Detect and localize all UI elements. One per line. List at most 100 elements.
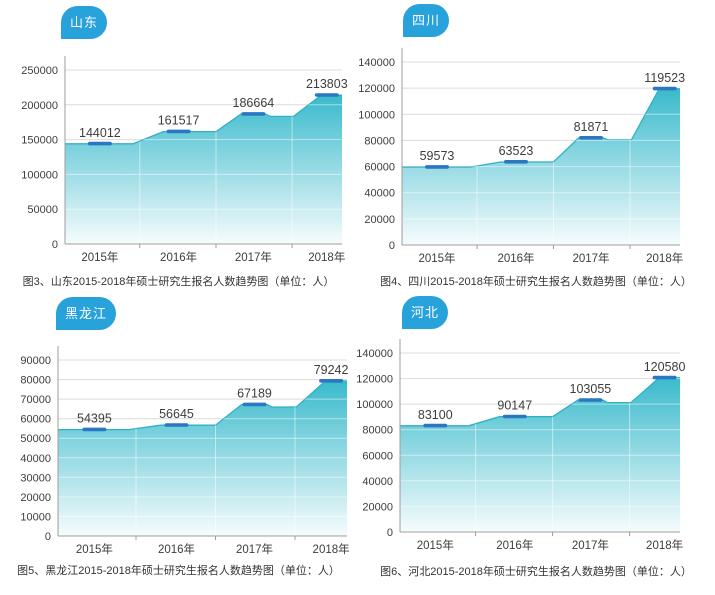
y-axis-labels: 0 50000 100000 150000 200000 250000: [21, 65, 58, 251]
data-point-marker: [579, 136, 603, 140]
data-label: 81871: [574, 120, 609, 134]
svg-text:40000: 40000: [362, 476, 393, 488]
svg-text:2018年: 2018年: [646, 538, 683, 552]
svg-text:20000: 20000: [364, 214, 395, 226]
data-label: 59573: [420, 149, 455, 163]
svg-text:100000: 100000: [356, 399, 393, 411]
svg-text:2018年: 2018年: [646, 251, 683, 265]
svg-text:2015年: 2015年: [417, 538, 454, 552]
svg-text:2017年: 2017年: [572, 538, 609, 552]
data-point-marker: [425, 165, 449, 169]
svg-text:0: 0: [387, 527, 393, 539]
data-label: 120580: [644, 360, 686, 374]
chart-panel-hebei: 0 20000 40000 60000 80000 100000 120000 140000 2…: [356, 295, 715, 595]
svg-text:100000: 100000: [21, 169, 58, 181]
chart-caption-hebei: 图6、河北2015-2018年硕士研究生报名人数趋势图（单位：人）: [380, 566, 692, 578]
data-label: 103055: [570, 382, 612, 396]
axes: [399, 339, 680, 536]
area-overlay-gridlines: [400, 377, 680, 532]
province-badge-label: 黑龙江: [65, 306, 108, 321]
svg-text:2016年: 2016年: [497, 251, 534, 265]
svg-text:250000: 250000: [21, 65, 58, 77]
province-badge-heilongjiang: 黑龙江: [56, 297, 117, 330]
svg-text:200000: 200000: [21, 100, 58, 112]
x-axis-labels: 2015年 2016年 2017年 2018年: [76, 542, 350, 556]
svg-text:20000: 20000: [20, 492, 51, 504]
svg-text:0: 0: [389, 240, 395, 252]
area-chart-heilongjiang: 0 10000 20000 30000 40000 50000 60000 70000 8000…: [20, 346, 350, 556]
data-point-marker: [319, 379, 344, 383]
data-point-marker: [502, 414, 527, 419]
area-chart-sichuan: 0 20000 40000 60000 80000 100000 120000 140000 2…: [358, 48, 685, 265]
data-point-marker: [652, 375, 677, 380]
data-point-marker: [652, 86, 677, 91]
svg-text:2018年: 2018年: [308, 250, 345, 264]
svg-text:40000: 40000: [364, 188, 395, 200]
province-badge-sichuan: 四川: [403, 4, 450, 37]
data-label: 186664: [233, 96, 275, 110]
axes: [64, 56, 342, 248]
chart-panel-shandong: 0 50000 100000 150000 200000 250000 2015年 2016年…: [0, 0, 357, 295]
data-point-marker: [423, 423, 448, 428]
y-axis-labels: 0 20000 40000 60000 80000 100000 120000 140000: [356, 348, 393, 539]
data-label: 79242: [314, 363, 349, 377]
data-point-marker: [578, 398, 603, 402]
data-point-marker: [241, 112, 266, 116]
svg-text:150000: 150000: [21, 135, 58, 147]
axes: [401, 48, 680, 249]
x-axis-labels: 2015年 2016年 2017年 2018年: [417, 538, 683, 552]
svg-text:60000: 60000: [362, 450, 393, 462]
data-label: 56645: [159, 407, 194, 421]
data-point-marker: [504, 160, 528, 164]
data-point-marker: [242, 402, 267, 407]
svg-text:2017年: 2017年: [235, 250, 272, 264]
svg-text:2016年: 2016年: [160, 250, 197, 264]
svg-text:20000: 20000: [362, 501, 393, 513]
svg-text:70000: 70000: [20, 394, 51, 406]
x-axis-labels: 2015年 2016年 2017年 2018年: [81, 250, 345, 264]
data-label: 90147: [497, 399, 532, 413]
data-label: 54395: [77, 412, 112, 426]
svg-text:80000: 80000: [20, 375, 51, 387]
province-badge-label: 四川: [412, 13, 441, 28]
area-series: [65, 95, 342, 244]
svg-text:40000: 40000: [20, 453, 51, 465]
svg-text:120000: 120000: [356, 374, 393, 386]
axes: [57, 346, 347, 540]
province-badge-label: 河北: [411, 305, 440, 320]
province-badge-hebei: 河北: [402, 296, 449, 329]
svg-text:2016年: 2016年: [496, 538, 533, 552]
svg-text:80000: 80000: [364, 135, 395, 147]
svg-text:2015年: 2015年: [81, 250, 118, 264]
y-axis-labels: 0 20000 40000 60000 80000 100000 120000 140000: [358, 57, 395, 252]
svg-text:2016年: 2016年: [158, 542, 195, 556]
svg-text:10000: 10000: [20, 511, 51, 523]
chart-panel-sichuan: 0 20000 40000 60000 80000 100000 120000 140000 2…: [357, 0, 715, 295]
svg-text:140000: 140000: [356, 348, 393, 360]
y-axis-labels: 0 10000 20000 30000 40000 50000 60000 70000 8000…: [20, 355, 51, 543]
data-label: 83100: [418, 408, 453, 422]
data-point-marker: [166, 129, 191, 134]
data-point-marker: [164, 423, 189, 427]
chart-caption-shandong: 图3、山东2015-2018年硕士研究生报名人数趋势图（单位：人）: [22, 276, 335, 288]
svg-text:0: 0: [45, 531, 51, 543]
area-chart-shandong: 0 50000 100000 150000 200000 250000 2015年 2016年…: [21, 56, 348, 264]
svg-text:2015年: 2015年: [76, 542, 113, 556]
svg-text:50000: 50000: [20, 433, 51, 445]
svg-text:90000: 90000: [20, 355, 51, 367]
province-badge-label: 山东: [70, 15, 99, 30]
data-label: 63523: [499, 144, 534, 158]
svg-text:100000: 100000: [358, 109, 395, 121]
data-label: 144012: [79, 126, 121, 140]
svg-text:80000: 80000: [362, 425, 393, 437]
svg-text:60000: 60000: [20, 414, 51, 426]
svg-text:140000: 140000: [358, 57, 395, 69]
x-axis-labels: 2015年 2016年 2017年 2018年: [418, 251, 683, 265]
svg-text:2017年: 2017年: [572, 251, 609, 265]
province-badge-shandong: 山东: [61, 6, 108, 39]
svg-text:120000: 120000: [358, 83, 395, 95]
svg-text:30000: 30000: [20, 472, 51, 484]
svg-text:0: 0: [52, 239, 58, 251]
area-series: [58, 381, 347, 536]
